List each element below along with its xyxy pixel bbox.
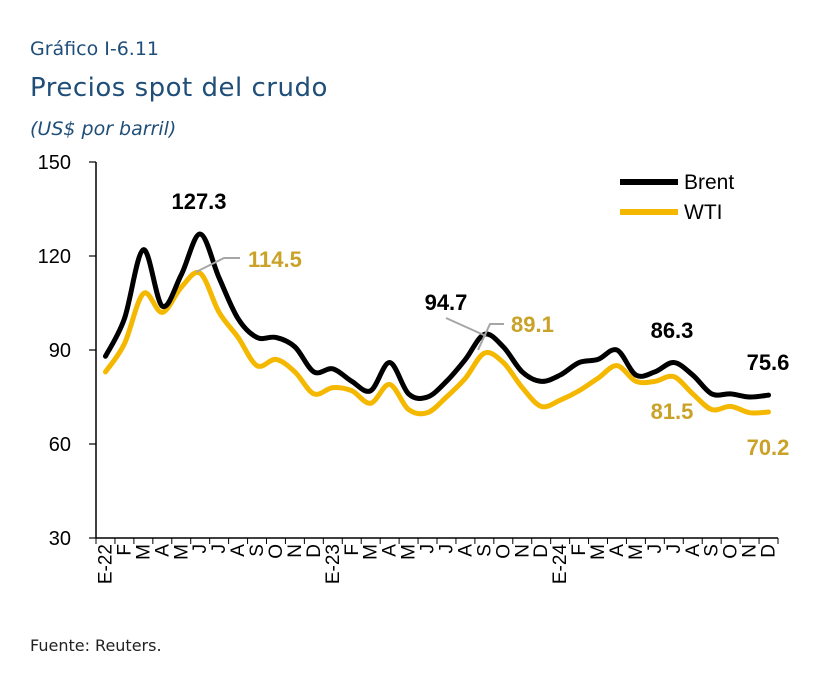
legend-label-wti: WTI	[684, 201, 722, 224]
x-tick-label: A	[683, 544, 704, 557]
y-tick-label: 60	[49, 434, 71, 456]
y-tick-label: 90	[49, 340, 71, 362]
annotation-connector	[477, 323, 504, 351]
series-line-brent	[102, 231, 772, 401]
x-tick-label: F	[342, 544, 363, 556]
x-tick-label: D	[304, 544, 325, 558]
annotations: 127.3 114.5 94.7 89.1 86.3 81.5 75.6 70.2	[171, 189, 789, 460]
x-tick-label: A	[455, 544, 476, 557]
x-tick-label: M	[399, 544, 420, 560]
chart-units: (US$ por barril)	[30, 118, 177, 140]
series-line-wti	[102, 269, 772, 417]
source-note: Fuente: Reuters.	[30, 636, 162, 655]
legend-label-brent: Brent	[684, 171, 734, 194]
x-tick-label: J	[209, 544, 230, 554]
x-tick-label: E-24	[550, 544, 571, 585]
chart-title: Precios spot del crudo	[30, 73, 328, 103]
x-tick-label: E-22	[95, 544, 116, 584]
x-tick-label: J	[645, 544, 666, 554]
x-tick-label: N	[285, 544, 306, 558]
data-label-wti: 114.5	[248, 247, 302, 272]
x-tick-label: D	[759, 544, 780, 558]
data-label-wti: 81.5	[651, 399, 694, 424]
x-tick-label: J	[436, 544, 457, 554]
legend: Brent WTI	[620, 171, 734, 224]
annotation-connector	[445, 317, 487, 337]
x-tick-label: S	[247, 544, 268, 557]
x-tick-label: M	[361, 544, 382, 560]
x-tick-label: N	[740, 544, 761, 558]
data-label-brent: 86.3	[651, 318, 694, 343]
y-tick-label: 150	[38, 152, 71, 174]
data-label-brent: 75.6	[747, 350, 790, 375]
annotation-connector	[195, 257, 240, 273]
x-tick-label: E-23	[323, 544, 344, 584]
x-tick-label: J	[190, 544, 211, 554]
x-tick-label: D	[531, 544, 552, 558]
x-tick-label: N	[512, 544, 533, 558]
data-label-brent: 127.3	[171, 189, 226, 214]
x-tick-label: M	[588, 544, 609, 560]
x-tick-label: O	[721, 544, 742, 559]
x-tick-label: J	[418, 544, 439, 554]
x-tick-label: A	[152, 544, 173, 557]
x-tick-label: M	[171, 544, 192, 560]
x-tick-label: S	[474, 544, 495, 557]
data-label-wti: 89.1	[511, 312, 554, 337]
x-tick-label: J	[664, 544, 685, 554]
data-label-brent: 94.7	[425, 290, 468, 315]
axes: 306090120150E-22FMAMJJASONDE-23FMAMJJASO…	[38, 152, 780, 584]
x-tick-label: O	[493, 544, 514, 559]
data-label-wti: 70.2	[747, 435, 790, 460]
chart-code: Gráfico I-6.11	[30, 38, 160, 60]
x-tick-label: M	[133, 544, 154, 560]
x-tick-label: A	[607, 544, 628, 557]
y-tick-label: 30	[49, 528, 71, 550]
x-tick-label: A	[380, 544, 401, 557]
x-tick-label: M	[626, 544, 647, 560]
x-tick-label: A	[228, 544, 249, 557]
y-tick-label: 120	[38, 246, 71, 268]
x-tick-label: S	[702, 544, 723, 557]
x-tick-label: O	[266, 544, 287, 559]
x-tick-label: F	[569, 544, 590, 556]
x-tick-label: F	[114, 544, 135, 556]
